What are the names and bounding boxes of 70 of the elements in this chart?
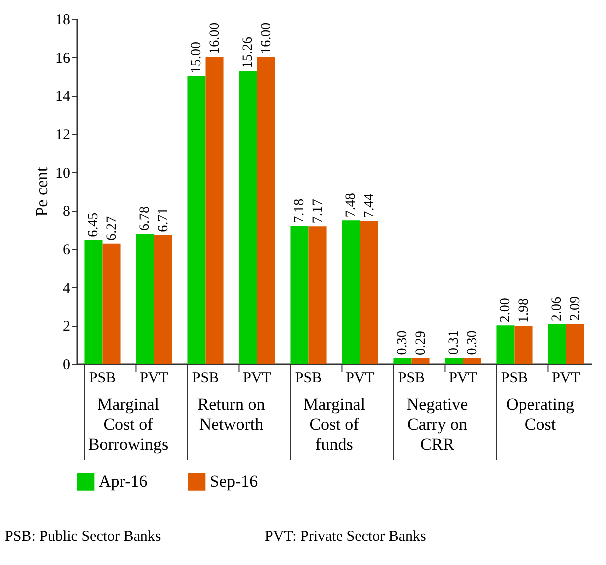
data-label: 0.30 xyxy=(465,330,480,356)
data-label: 16.00 xyxy=(208,22,223,54)
bar xyxy=(360,221,378,364)
data-label: 15.26 xyxy=(241,37,256,69)
x-tick-label: PSB xyxy=(398,370,426,386)
data-label: 0.30 xyxy=(396,330,411,356)
y-tick-label: 18 xyxy=(56,12,70,28)
y-tick-label: 2 xyxy=(63,319,70,336)
data-label: 6.71 xyxy=(156,208,172,232)
bar xyxy=(548,324,566,364)
x-tick-label: PVT xyxy=(243,370,272,386)
bar xyxy=(154,235,172,364)
bar xyxy=(566,324,584,364)
data-label: 6.78 xyxy=(138,206,154,232)
x-tick-label: PSB xyxy=(192,370,220,386)
bar xyxy=(463,358,482,364)
bar xyxy=(514,326,533,364)
y-tick-label: 0 xyxy=(63,358,70,374)
y-axis-title: Pe cent xyxy=(32,166,52,217)
data-label: 7.44 xyxy=(362,194,378,218)
data-label: 7.17 xyxy=(310,199,326,224)
y-tick-label: 8 xyxy=(63,204,70,220)
bar xyxy=(342,220,360,364)
text: Return on Networth xyxy=(198,395,266,434)
bar xyxy=(188,76,206,364)
data-label: 0.31 xyxy=(447,330,462,356)
x-tick-label: PVT xyxy=(449,370,478,386)
data-label: 6.45 xyxy=(86,212,102,238)
y-tick-label: 12 xyxy=(56,128,70,144)
text: PSB: Public Sector Banks xyxy=(5,529,162,545)
data-label: 2.06 xyxy=(550,297,566,322)
data-label: 7.48 xyxy=(344,193,360,218)
y-tick-label: 4 xyxy=(63,280,71,297)
bar xyxy=(445,358,464,364)
y-tick-label: 10 xyxy=(56,166,70,182)
bar xyxy=(84,240,103,364)
bar xyxy=(136,234,154,364)
bar xyxy=(239,72,258,364)
bar xyxy=(496,326,515,364)
x-tick-label: PVT xyxy=(346,370,374,386)
data-label: 1.98 xyxy=(516,298,532,324)
x-tick-label: PSB xyxy=(501,370,528,386)
x-tick-label: PVT xyxy=(140,370,168,386)
text: Operating Cost xyxy=(506,395,575,434)
x-tick-label: PSB xyxy=(89,370,116,386)
y-tick-label: 16 xyxy=(56,50,71,67)
x-tick-label: PVT xyxy=(552,370,580,386)
bar xyxy=(412,358,430,364)
data-label: 7.18 xyxy=(292,198,308,224)
x-tick-label: PSB xyxy=(295,370,322,386)
data-label: 0.29 xyxy=(414,330,429,356)
text: Marginal Cost of Borrowings xyxy=(88,395,169,454)
text: Negative Carry on CRR xyxy=(406,395,468,454)
legend-label: Apr-16 xyxy=(99,472,148,492)
data-label: 2.09 xyxy=(568,296,584,321)
bar xyxy=(308,226,327,364)
data-label: 15.00 xyxy=(190,42,205,74)
bar xyxy=(394,358,412,364)
text: PVT: Private Sector Banks xyxy=(265,529,426,545)
bar xyxy=(206,57,224,364)
y-tick-label: 6 xyxy=(63,242,71,258)
data-label: 6.27 xyxy=(104,216,120,241)
bar xyxy=(257,57,276,364)
data-label: 2.00 xyxy=(498,298,514,323)
y-tick-label: 14 xyxy=(56,89,71,106)
data-label: 16.00 xyxy=(259,22,274,54)
legend-label: Sep-16 xyxy=(210,472,258,492)
bar xyxy=(290,226,309,364)
bar xyxy=(102,244,121,364)
text: Marginal Cost of funds xyxy=(303,395,366,454)
